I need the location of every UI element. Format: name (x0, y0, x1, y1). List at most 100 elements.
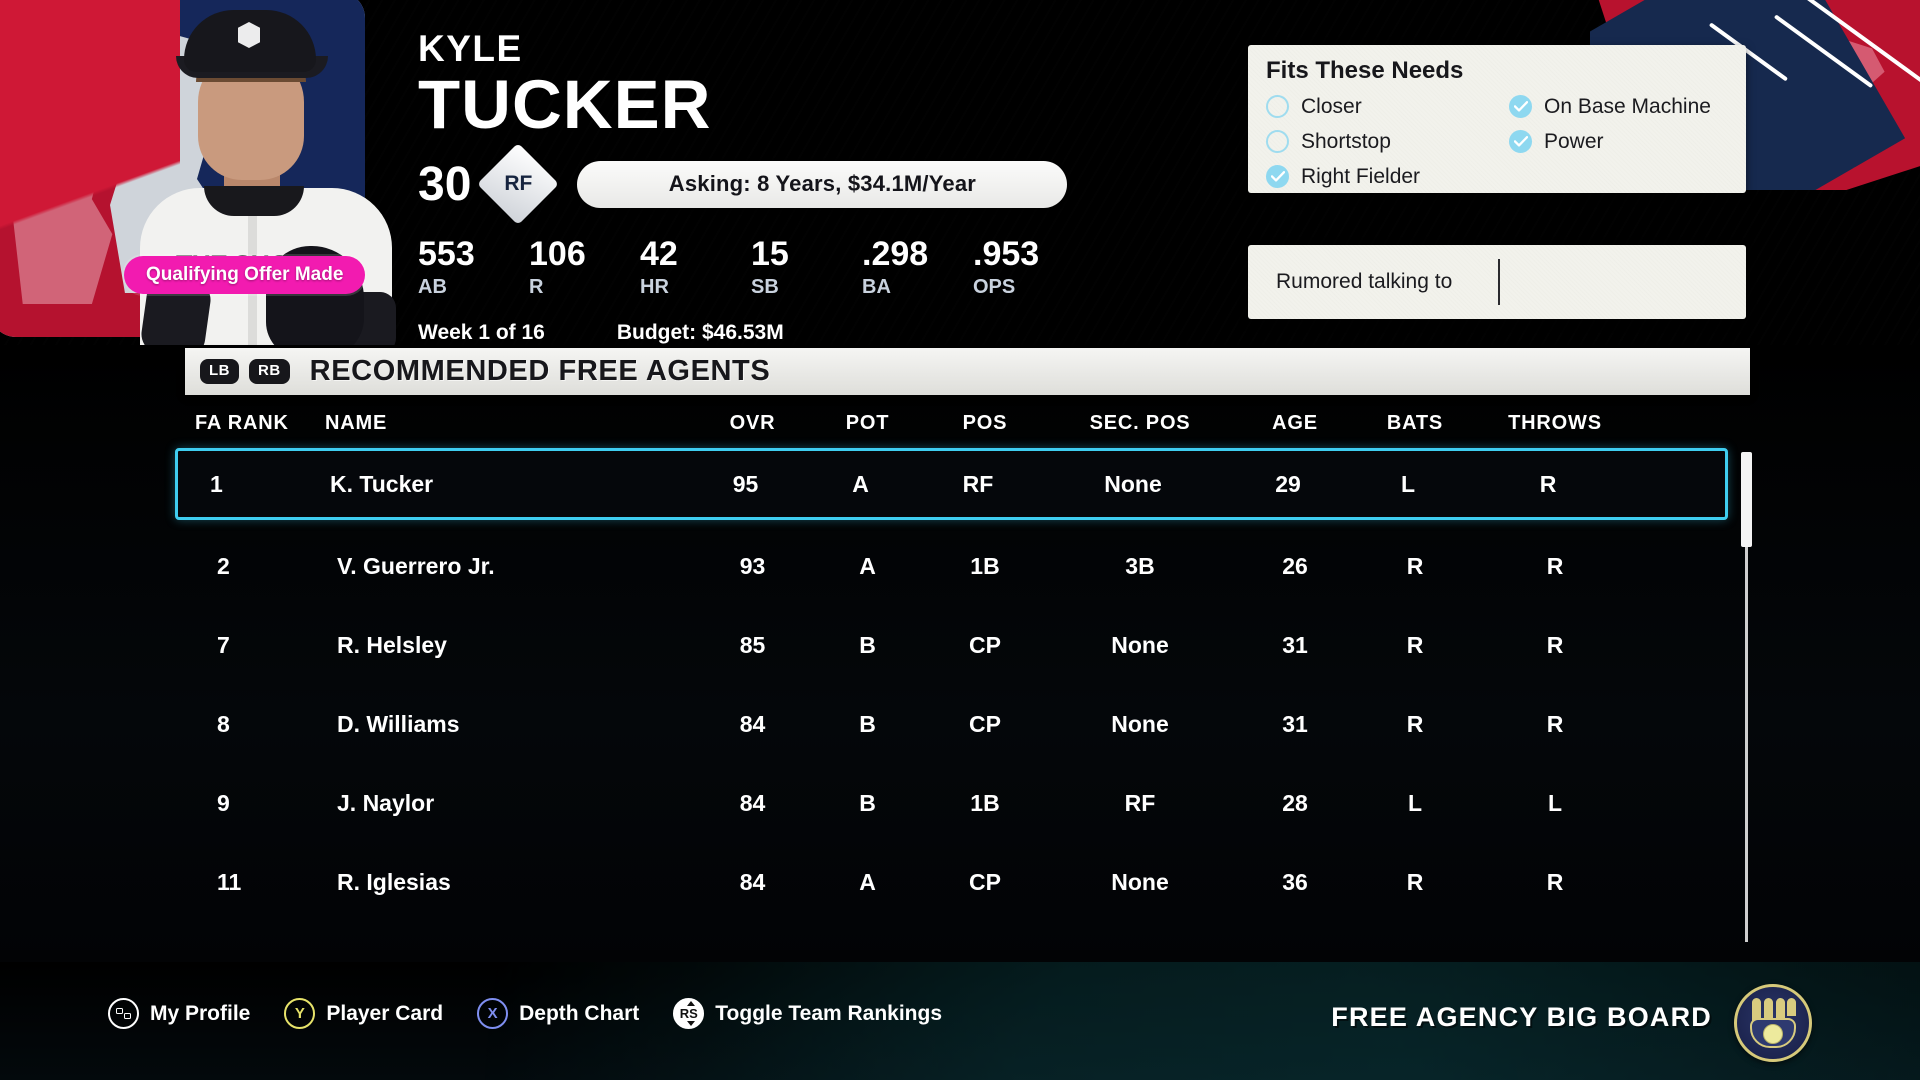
cell-pot: B (859, 790, 876, 816)
column-header-pos: POS (962, 411, 1008, 434)
column-header-sec-pos: SEC. POS (1089, 411, 1191, 434)
player-stats-row: 553 AB 106 R 42 HR 15 SB .298 BA (418, 237, 1118, 299)
cell-age: 31 (1282, 711, 1308, 737)
table-row[interactable]: 2 V. Guerrero Jr. 93 A 1B 3B 26 R R (185, 534, 1725, 599)
cell-throws: L (1547, 790, 1563, 816)
stat-label: OPS (973, 276, 1016, 299)
rumor-divider (1498, 259, 1500, 305)
table-row[interactable]: 8 D. Williams 84 B CP None 31 R R (185, 692, 1725, 757)
column-header-name: NAME (325, 411, 388, 434)
cell-name: K. Tucker (330, 470, 434, 497)
cell-age: 28 (1282, 790, 1308, 816)
column-header-bats: BATS (1386, 411, 1444, 434)
cell-sec-pos: None (1104, 470, 1162, 497)
stat-value: 553 (418, 235, 475, 274)
top-right-motif (1590, 0, 1920, 190)
need-item-shortstop[interactable]: Shortstop (1266, 124, 1509, 159)
legend-label: Depth Chart (519, 1001, 640, 1025)
cell-age: 26 (1282, 553, 1308, 579)
legend-label: My Profile (150, 1001, 251, 1025)
cell-pot: A (852, 470, 869, 497)
legend-depth-chart[interactable]: X Depth Chart (477, 998, 639, 1029)
stat-label: BA (862, 276, 891, 299)
checkbox-checked-icon[interactable] (1266, 165, 1289, 188)
cell-sec-pos: None (1111, 711, 1169, 737)
x-button-icon: X (477, 998, 509, 1029)
button-legend: My Profile Y Player Card X Depth Chart R… (108, 998, 942, 1029)
lb-bumper-button[interactable]: LB (200, 359, 239, 384)
checkbox-checked-icon[interactable] (1509, 130, 1532, 153)
stat-value: 106 (529, 235, 586, 274)
stat-label: R (529, 276, 544, 299)
checkbox-checked-icon[interactable] (1509, 95, 1532, 118)
table-row[interactable]: 1 K. Tucker 95 A RF None 29 L R (175, 448, 1728, 520)
cell-sec-pos: None (1111, 869, 1169, 895)
player-first-name: KYLE (418, 28, 523, 69)
cell-pot: B (859, 711, 876, 737)
cell-bats: R (1406, 711, 1424, 737)
view-button-icon (108, 998, 139, 1029)
checkbox-icon[interactable] (1266, 95, 1289, 118)
stat-sb: 15 SB (751, 237, 862, 299)
rb-bumper-button[interactable]: RB (249, 359, 290, 384)
glove-shape (1750, 998, 1796, 1048)
cell-name: R. Iglesias (337, 869, 451, 895)
need-label: On Base Machine (1544, 94, 1711, 118)
cell-name: V. Guerrero Jr. (337, 553, 495, 579)
cell-age: 31 (1282, 632, 1308, 658)
cell-ovr: 84 (739, 790, 766, 816)
footer-bar: My Profile Y Player Card X Depth Chart R… (0, 962, 1920, 1080)
position-diamond-badge: RF (477, 143, 560, 226)
cell-rank: 9 (217, 790, 230, 816)
paper-texture (1248, 245, 1746, 319)
legend-label: Player Card (326, 1001, 444, 1025)
stat-value: .298 (862, 235, 929, 274)
table-row[interactable]: 9 J. Naylor 84 B 1B RF 28 L L (185, 771, 1725, 836)
legend-toggle-team-rankings[interactable]: RS Toggle Team Rankings (673, 998, 942, 1029)
cell-pos: CP (969, 632, 1001, 658)
cell-throws: R (1546, 632, 1564, 658)
needs-list: Closer On Base Machine Shortstop Po (1248, 85, 1746, 194)
cell-rank: 1 (210, 470, 223, 497)
scrollbar-thumb[interactable] (1741, 452, 1752, 547)
cell-name: J. Naylor (337, 790, 435, 816)
cell-name: R. Helsley (337, 632, 447, 658)
column-header-pot: POT (845, 411, 890, 434)
need-item-closer[interactable]: Closer (1266, 89, 1509, 124)
cell-rank: 8 (217, 711, 230, 737)
cell-bats: L (1400, 470, 1416, 497)
cell-pos: 1B (970, 790, 1000, 816)
cell-throws: R (1546, 869, 1564, 895)
stat-value: 42 (640, 235, 678, 274)
need-item-right-fielder[interactable]: Right Fielder (1266, 159, 1509, 194)
cell-pot: A (859, 869, 876, 895)
column-header-age: AGE (1272, 411, 1318, 434)
status-badge: Qualifying Offer Made (124, 256, 366, 294)
need-item-empty (1509, 159, 1764, 194)
need-label: Power (1544, 129, 1604, 153)
checkbox-icon[interactable] (1266, 130, 1289, 153)
need-item-on-base-machine[interactable]: On Base Machine (1509, 89, 1764, 124)
position-label: RF (504, 172, 533, 196)
need-item-power[interactable]: Power (1509, 124, 1764, 159)
board-title: FREE AGENCY BIG BOARD (1331, 1002, 1712, 1032)
cell-pos: CP (969, 869, 1001, 895)
cell-age: 29 (1275, 470, 1301, 497)
table-row[interactable]: 7 R. Helsley 85 B CP None 31 R R (185, 613, 1725, 678)
cell-throws: R (1546, 711, 1564, 737)
need-label: Shortstop (1301, 129, 1391, 153)
need-label: Closer (1301, 94, 1362, 118)
cell-rank: 11 (217, 869, 242, 895)
paper-texture (1248, 45, 1746, 193)
cell-bats: R (1406, 553, 1424, 579)
cell-ovr: 95 (732, 470, 759, 497)
scrollbar-track[interactable] (1745, 452, 1748, 942)
stat-label: SB (751, 276, 779, 299)
legend-player-card[interactable]: Y Player Card (284, 998, 443, 1029)
table-row[interactable]: 11 R. Iglesias 84 A CP None 36 R R (185, 850, 1725, 915)
legend-my-profile[interactable]: My Profile (108, 998, 250, 1029)
column-header-throws: THROWS (1508, 411, 1602, 434)
needs-panel-title: Fits These Needs (1266, 57, 1464, 84)
y-button-icon: Y (284, 998, 316, 1029)
cell-rank: 7 (217, 632, 230, 658)
